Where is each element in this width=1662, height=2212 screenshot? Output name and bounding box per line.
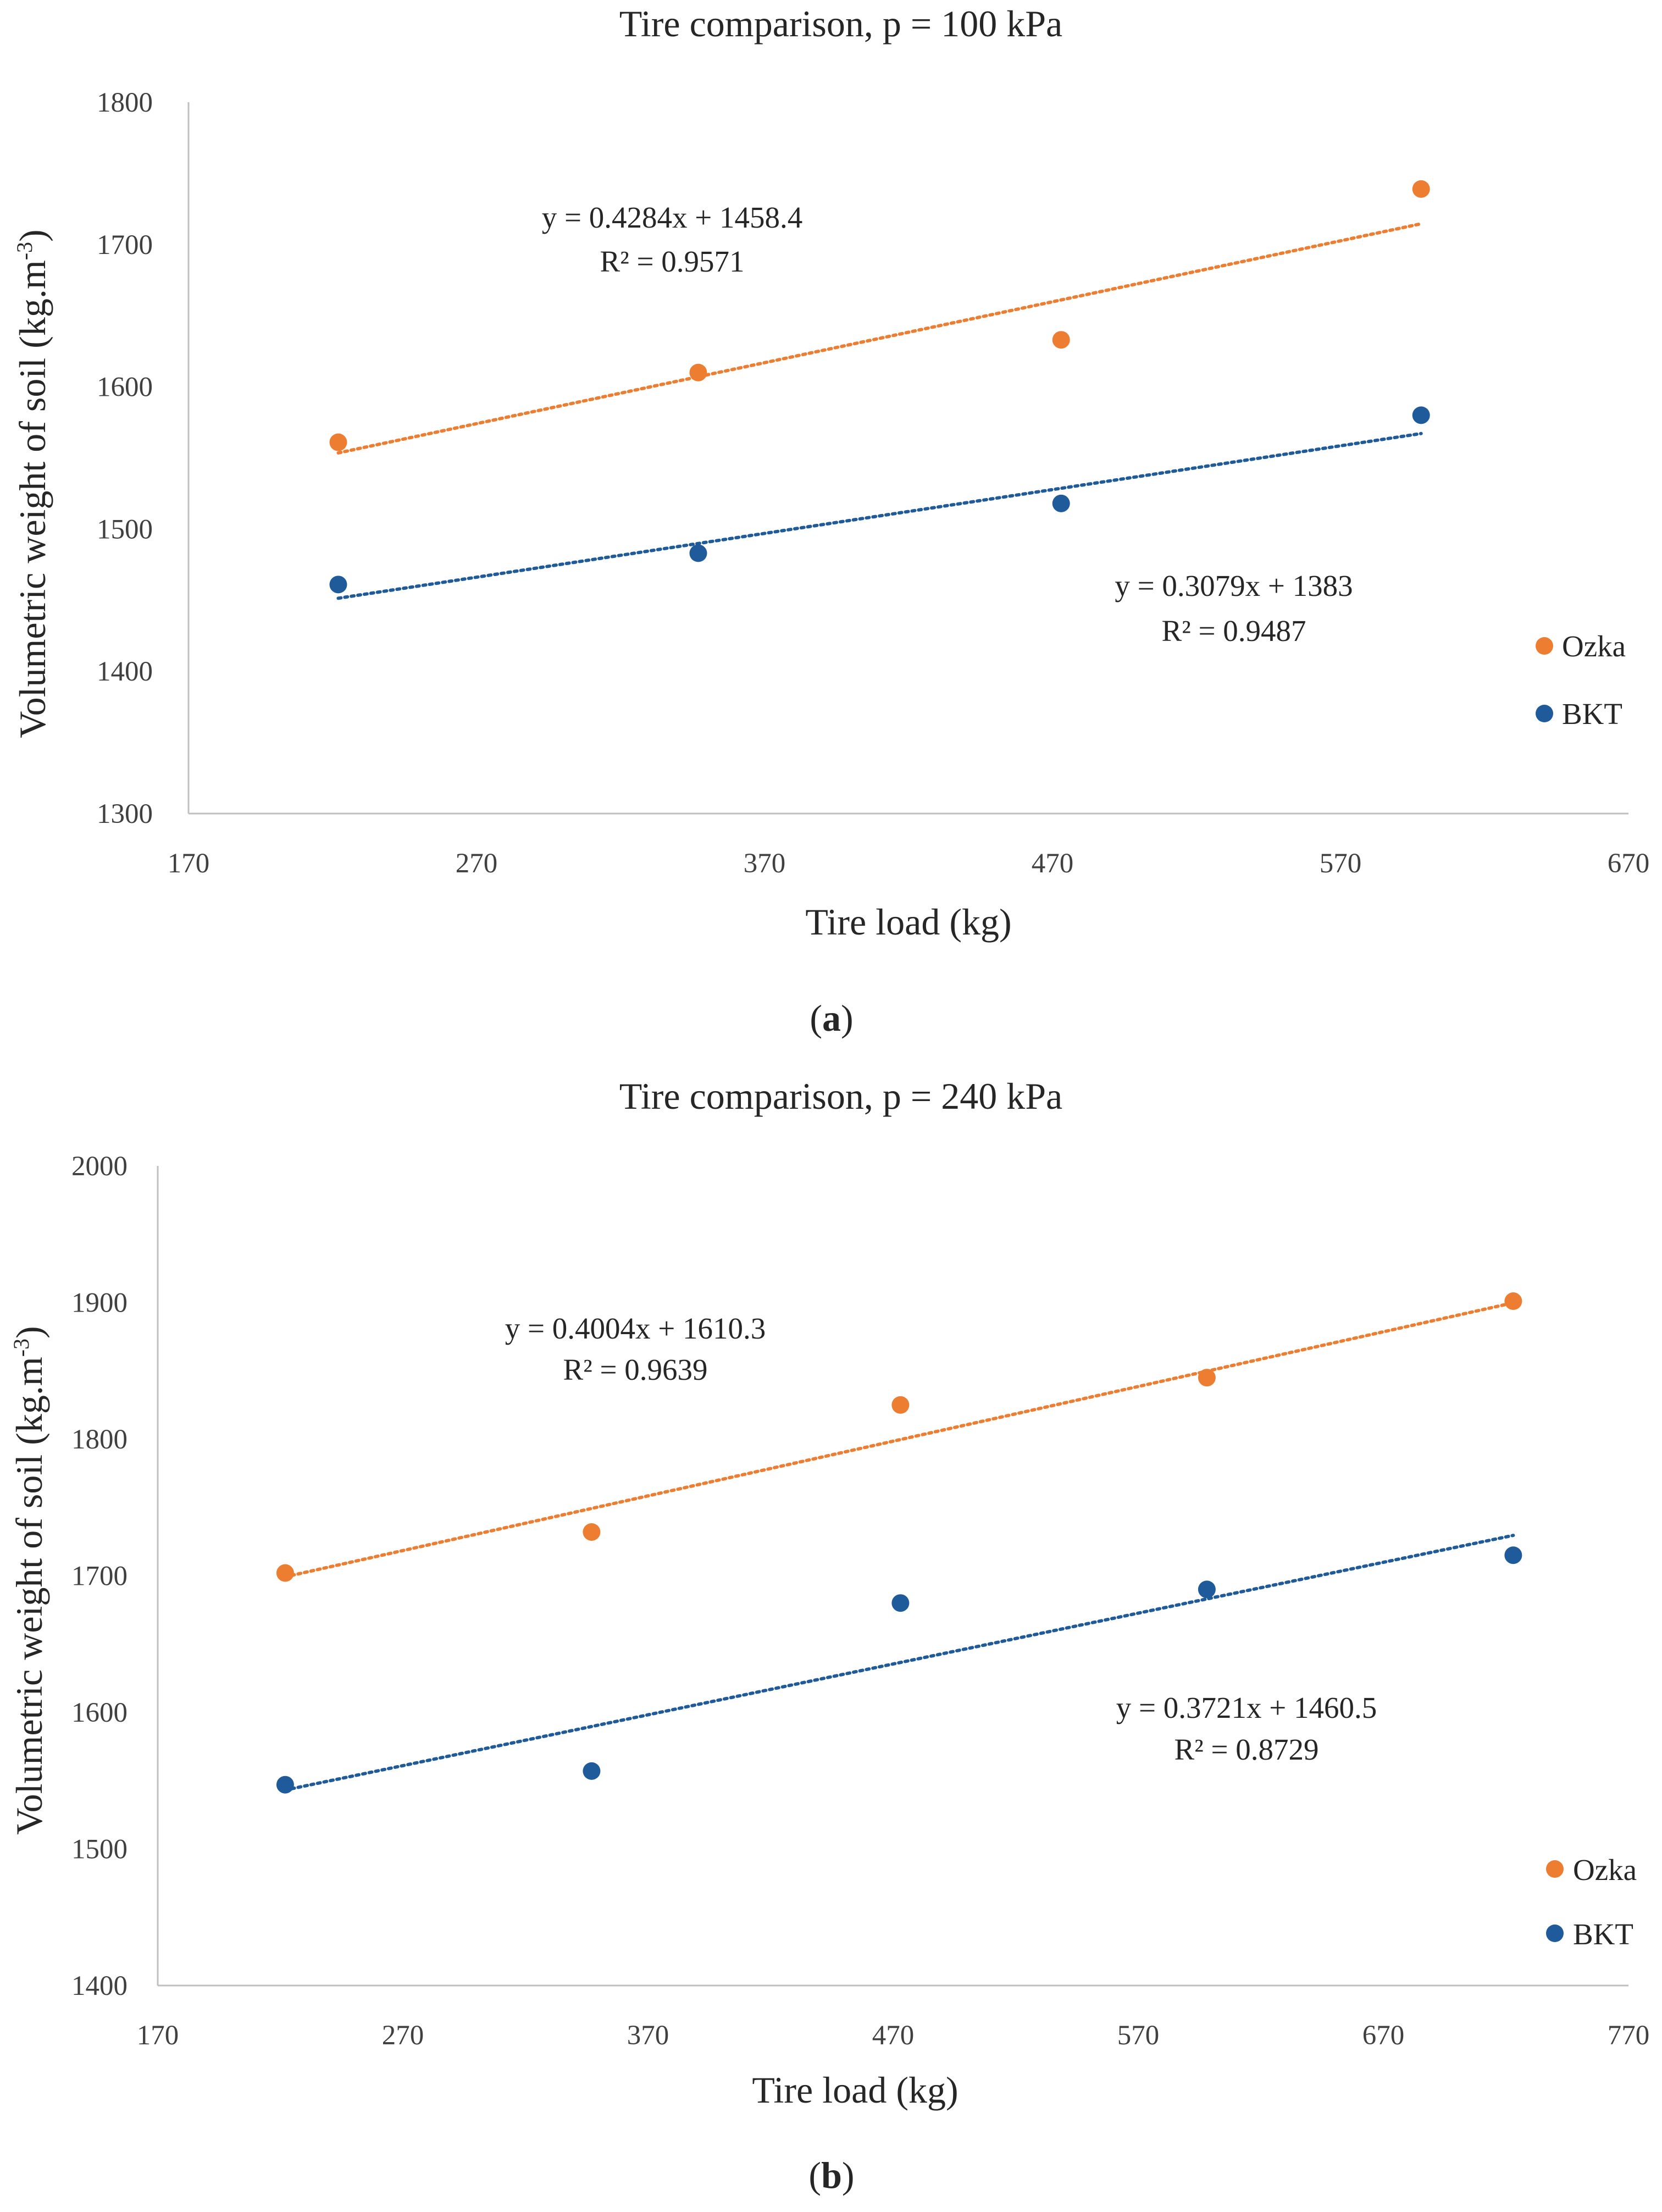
data-point-bkt [1412,406,1430,424]
x-tick-label: 670 [1362,2020,1405,2051]
data-point-ozka [1198,1369,1216,1387]
chart-b-ozka-equation: y = 0.4004x + 1610.3 [505,1312,766,1345]
x-tick-label: 570 [1117,2020,1160,2051]
data-point-bkt [1198,1580,1216,1599]
y-tick-label: 1400 [71,1971,128,2001]
chart-b-legend-ozka-label: Ozka [1573,1853,1637,1887]
x-tick-label: 470 [872,2020,915,2051]
chart-a-bkt-r2: R² = 0.9487 [1162,614,1306,648]
chart-a-x-ticks: 170 270 370 470 570 670 [168,848,1650,879]
data-point-ozka [689,363,707,381]
data-point-bkt [1052,494,1070,512]
y-tick-label: 1600 [71,1697,128,1728]
x-tick-label: 370 [627,2020,669,2051]
chart-a-ozka-r2: R² = 0.9571 [600,245,745,278]
data-point-bkt [583,1762,601,1780]
data-point-bkt [891,1594,910,1612]
chart-b: Tire comparison, p = 240 kPa Volumetric … [8,1075,1649,2196]
chart-b-ylabel: Volumetric weight of soil (kg.m-3) [8,1326,50,1834]
chart-b-bkt-equation: y = 0.3721x + 1460.5 [1116,1691,1377,1724]
chart-a-xlabel: Tire load (kg) [805,901,1011,943]
chart-a-panel-label: (a) [810,997,853,1039]
x-tick-label: 270 [456,848,498,879]
data-point-ozka [276,1564,294,1582]
y-tick-label: 1700 [71,1561,128,1592]
chart-b-trendlines [283,1301,1515,1792]
x-tick-label: 170 [137,2020,179,2051]
data-point-bkt [689,544,707,562]
trendline-ozka [336,222,1423,455]
chart-a-ozka-equation: y = 0.4284x + 1458.4 [542,201,803,234]
data-point-ozka [891,1396,910,1414]
y-tick-label: 1800 [97,87,153,118]
chart-a-y-ticks: 1300 1400 1500 1600 1700 1800 [97,87,153,830]
trendline-ozka [283,1301,1515,1579]
y-tick-label: 1700 [97,230,153,261]
chart-a-legend-bkt-label: BKT [1562,697,1622,731]
data-point-bkt [329,576,347,594]
data-point-ozka [1504,1292,1522,1310]
chart-b-points [276,1292,1522,1794]
data-point-bkt [276,1776,294,1794]
y-tick-label: 1500 [97,514,153,545]
chart-a-points [329,180,1430,594]
y-tick-label: 1500 [71,1834,128,1865]
y-tick-label: 1400 [97,656,153,687]
chart-b-y-ticks: 1400 1500 1600 1700 1800 1900 2000 [71,1151,128,2001]
chart-b-legend-bkt-label: BKT [1573,1917,1633,1951]
chart-b-legend-ozka-marker [1546,1860,1564,1878]
data-point-ozka [329,433,347,451]
chart-a-legend-ozka-label: Ozka [1562,629,1626,663]
data-point-ozka [1412,180,1430,198]
chart-a-ylabel: Volumetric weight of soil (kg.m-3) [12,229,53,738]
chart-b-x-ticks: 170 270 370 470 570 670 770 [137,2020,1650,2051]
x-tick-label: 570 [1320,848,1362,879]
x-tick-label: 370 [744,848,786,879]
chart-a-title: Tire comparison, p = 100 kPa [619,3,1062,45]
y-tick-label: 1300 [97,799,153,830]
x-tick-label: 270 [382,2020,424,2051]
chart-a-legend-ozka-marker [1536,637,1553,655]
data-point-ozka [583,1523,601,1541]
trendline-bkt [283,1534,1515,1792]
chart-a-bkt-equation: y = 0.3079x + 1383 [1115,569,1353,602]
data-point-bkt [1504,1546,1522,1564]
chart-b-legend-bkt-marker [1546,1925,1564,1942]
data-point-ozka [1052,331,1070,349]
y-tick-label: 2000 [71,1151,128,1182]
trendline-bkt [336,432,1423,600]
x-tick-label: 170 [168,848,210,879]
chart-b-xlabel: Tire load (kg) [752,2069,958,2111]
chart-b-legend: Ozka BKT [1546,1853,1637,1951]
chart-a-legend-bkt-marker [1536,705,1553,722]
chart-a-legend: Ozka BKT [1536,629,1626,731]
y-tick-label: 1600 [97,372,153,403]
x-tick-label: 670 [1608,848,1650,879]
chart-b-panel-label: (b) [808,2154,854,2196]
chart-b-title: Tire comparison, p = 240 kPa [619,1075,1062,1117]
y-tick-label: 1900 [71,1288,128,1319]
chart-a-trendlines [336,222,1423,600]
x-tick-label: 770 [1608,2020,1650,2051]
y-tick-label: 1800 [71,1424,128,1455]
chart-b-bkt-r2: R² = 0.8729 [1175,1733,1319,1766]
chart-b-ozka-r2: R² = 0.9639 [563,1353,708,1386]
x-tick-label: 470 [1032,848,1074,879]
chart-a: Tire comparison, p = 100 kPa Volumetric … [12,3,1649,1039]
